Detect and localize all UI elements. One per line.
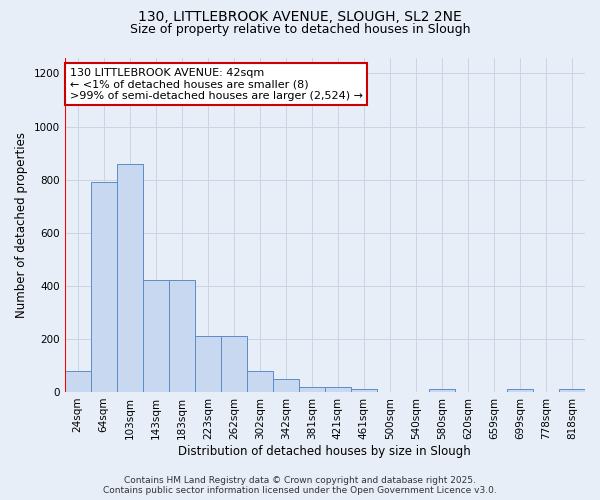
Bar: [65, 370, 91, 392]
Bar: [273, 378, 299, 392]
Bar: [507, 390, 533, 392]
Bar: [195, 336, 221, 392]
Bar: [221, 336, 247, 392]
Bar: [429, 390, 455, 392]
X-axis label: Distribution of detached houses by size in Slough: Distribution of detached houses by size …: [178, 444, 471, 458]
Bar: [117, 164, 143, 392]
Text: Size of property relative to detached houses in Slough: Size of property relative to detached ho…: [130, 22, 470, 36]
Text: 130, LITTLEBROOK AVENUE, SLOUGH, SL2 2NE: 130, LITTLEBROOK AVENUE, SLOUGH, SL2 2NE: [138, 10, 462, 24]
Text: Contains HM Land Registry data © Crown copyright and database right 2025.
Contai: Contains HM Land Registry data © Crown c…: [103, 476, 497, 495]
Bar: [247, 370, 273, 392]
Bar: [143, 280, 169, 392]
Y-axis label: Number of detached properties: Number of detached properties: [15, 132, 28, 318]
Bar: [169, 280, 195, 392]
Bar: [299, 386, 325, 392]
Bar: [559, 390, 585, 392]
Bar: [325, 386, 351, 392]
Text: 130 LITTLEBROOK AVENUE: 42sqm
← <1% of detached houses are smaller (8)
>99% of s: 130 LITTLEBROOK AVENUE: 42sqm ← <1% of d…: [70, 68, 363, 100]
Bar: [91, 182, 116, 392]
Bar: [351, 390, 377, 392]
